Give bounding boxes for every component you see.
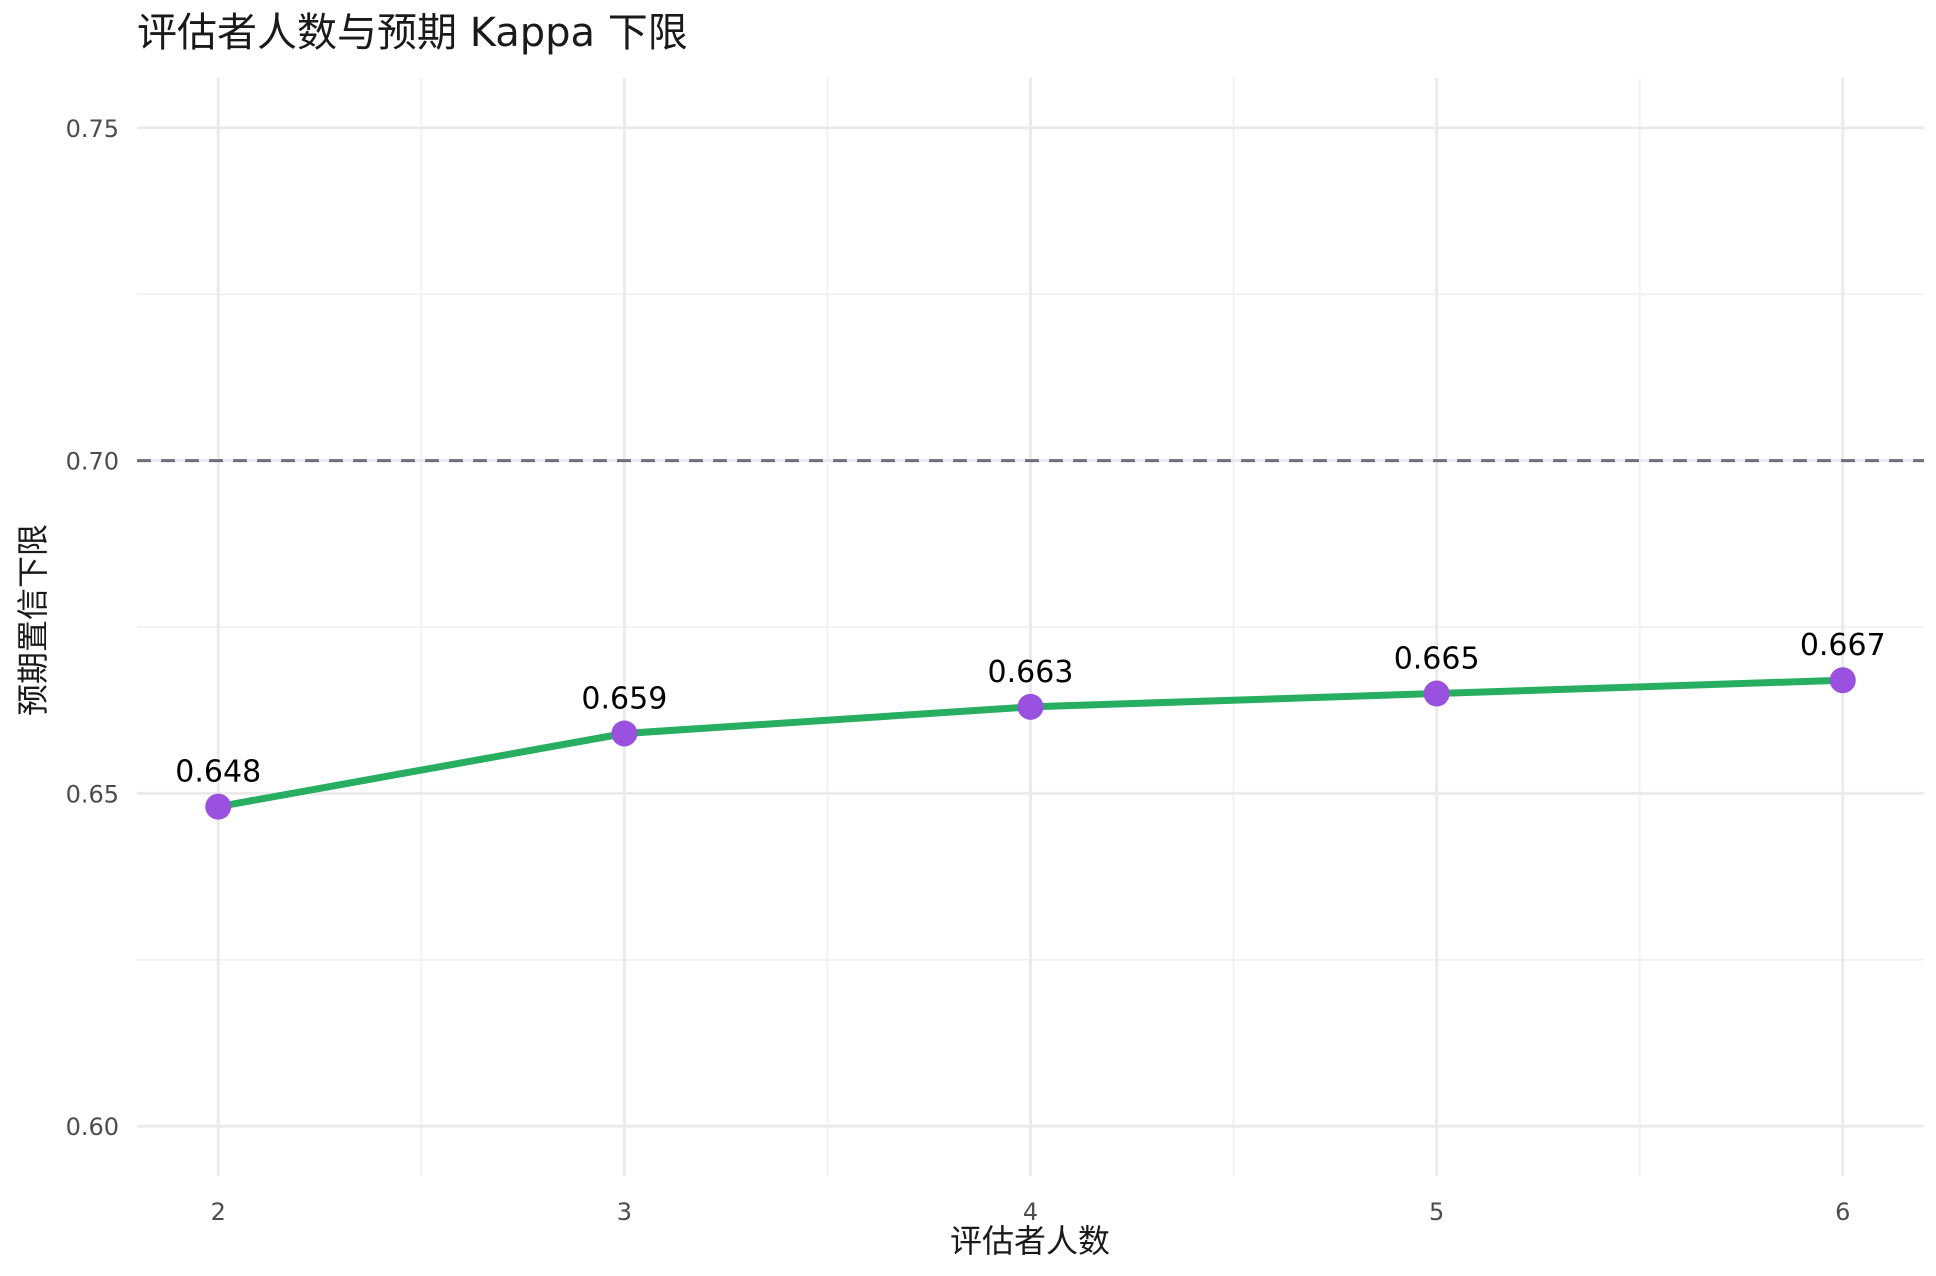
data-point [611,720,638,747]
data-point [205,793,232,820]
data-point [1423,680,1450,707]
data-label: 0.663 [988,655,1074,690]
x-axis-ticks: 2 3 4 5 6 [211,1198,1851,1226]
x-tick-label: 2 [211,1198,226,1226]
data-label: 0.659 [581,681,667,716]
chart-title: 评估者人数与预期 Kappa 下限 [137,10,688,56]
y-axis-ticks: 0.60 0.65 0.70 0.75 [66,115,119,1141]
data-label: 0.648 [175,755,261,790]
x-axis-title: 评估者人数 [950,1222,1110,1260]
data-points [205,667,1856,820]
data-point [1829,667,1856,694]
y-tick-label: 0.75 [66,115,119,143]
data-label: 0.665 [1394,642,1480,677]
x-tick-label: 6 [1835,1198,1850,1226]
data-point [1017,693,1044,720]
data-label: 0.667 [1800,628,1886,663]
y-axis-title: 预期置信下限 [14,524,52,716]
grid [137,78,1924,1176]
data-labels: 0.648 0.659 0.663 0.665 0.667 [175,628,1885,789]
x-tick-label: 3 [617,1198,632,1226]
y-tick-label: 0.70 [66,448,119,476]
x-tick-label: 4 [1023,1198,1038,1226]
y-tick-label: 0.65 [66,780,119,808]
y-tick-label: 0.60 [66,1113,119,1141]
x-tick-label: 5 [1429,1198,1444,1226]
